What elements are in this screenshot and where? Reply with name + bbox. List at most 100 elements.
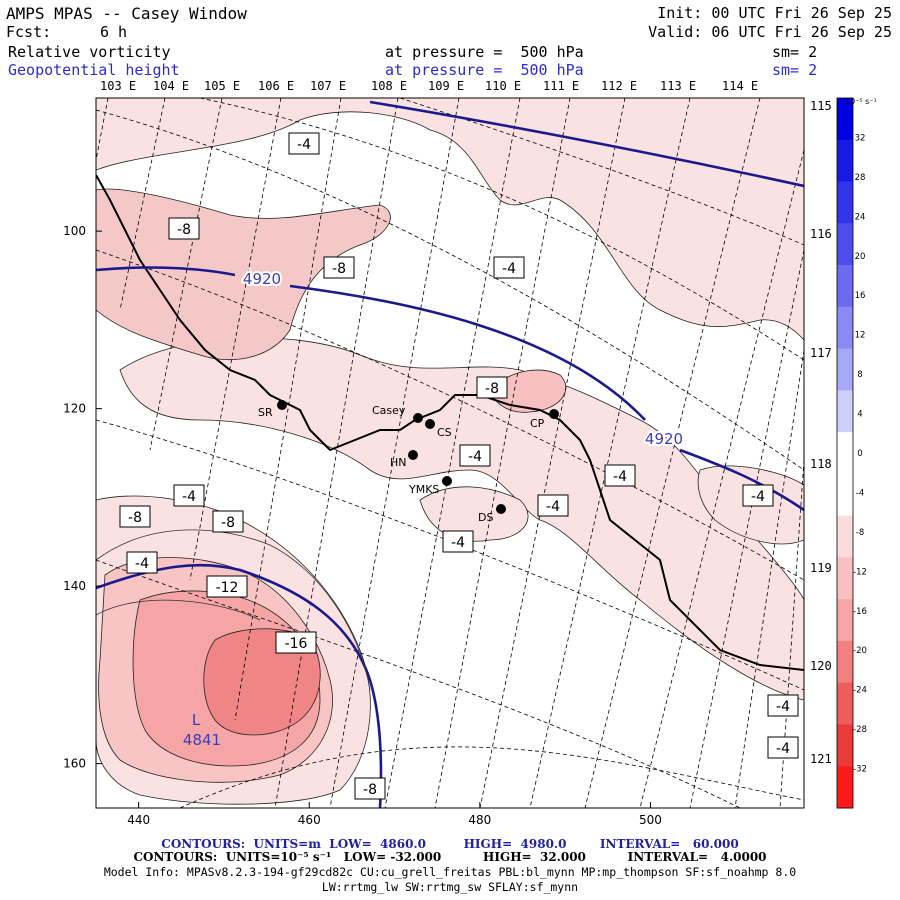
field1-smooth: sm= 2 — [772, 43, 818, 61]
station-dot-sr — [277, 400, 287, 410]
latlon-grid — [96, 98, 804, 808]
vorticity-label-16: -4 — [442, 530, 474, 553]
app-title: AMPS MPAS -- Casey Window — [6, 4, 247, 23]
x-tick-label-1: 460 — [298, 813, 321, 827]
footer-vorticity-contours: CONTOURS: UNITS=10⁻⁵ s⁻¹ LOW= -32.000 HI… — [133, 850, 767, 864]
colorbar-swatch-6 — [837, 348, 853, 391]
vorticity-label-14: -16 — [275, 631, 317, 654]
lon-label-top-11: 114 E — [722, 79, 758, 93]
y-tick-label-3: 160 — [63, 757, 86, 771]
station-label-ds: DS — [478, 511, 493, 524]
valid-time: Valid: 06 UTC Fri 26 Sep 25 — [648, 23, 892, 41]
colorbar-tick-16: -32 — [853, 765, 867, 775]
lon-label-top-7: 110 E — [485, 79, 521, 93]
plot-frame — [95, 97, 805, 809]
station-label-cp: CP — [530, 417, 545, 430]
field2-level: at pressure = 500 hPa — [385, 61, 584, 79]
colorbar-swatch-7 — [837, 390, 853, 433]
svg-text:-4: -4 — [182, 489, 196, 505]
height-contour-4920 — [96, 266, 804, 512]
colorbar-unit: 10⁻⁵ s⁻¹ — [845, 97, 877, 106]
station-label-ymks: YMKS — [408, 483, 439, 496]
forecast-value: 6 h — [100, 23, 128, 41]
svg-text:-12: -12 — [216, 580, 239, 596]
x-tick-label-0: 440 — [127, 813, 150, 827]
field2-smooth: sm= 2 — [772, 61, 818, 79]
y-tick-label-1: 120 — [63, 402, 86, 416]
vort-region-central — [119, 337, 804, 701]
x-axis: 440 460 480 500 — [127, 802, 662, 827]
x-tick-label-3: 500 — [639, 813, 662, 827]
colorbar-tick-4: 16 — [855, 291, 866, 301]
lon-label-top-0: 103 E — [100, 79, 136, 93]
colorbar-tick-14: -24 — [853, 686, 867, 696]
field1-level: at pressure = 500 hPa — [385, 43, 584, 61]
colorbar-swatch-12 — [837, 599, 853, 642]
colorbar-tick-3: 20 — [855, 252, 866, 262]
vort-region-sw-16 — [203, 628, 321, 736]
svg-text:-4: -4 — [502, 261, 516, 277]
vorticity-label-9: -4 — [537, 494, 569, 517]
x-tick-label-2: 480 — [468, 813, 491, 827]
vorticity-label-2: -8 — [323, 256, 355, 279]
svg-text:-4: -4 — [546, 499, 560, 515]
svg-text:-4: -4 — [776, 699, 790, 715]
vorticity-label-4: -8 — [476, 376, 508, 399]
vorticity-label-7: -4 — [604, 464, 636, 487]
colorbar-swatch-11 — [837, 557, 853, 600]
lon-label-top-6: 109 E — [428, 79, 464, 93]
station-label-sr: SR — [258, 406, 273, 419]
height-contour-4920-north — [369, 100, 804, 188]
footer-height-contours: CONTOURS: UNITS=m LOW= 4860.0 HIGH= 4980… — [161, 837, 739, 851]
svg-text:-8: -8 — [128, 510, 142, 526]
svg-text:-4: -4 — [776, 741, 790, 757]
field2-name: Geopotential height — [8, 61, 180, 79]
colorbar-swatch-5 — [837, 306, 853, 350]
vorticity-label-11: -4 — [126, 551, 158, 574]
colorbar-swatch-14 — [837, 682, 853, 725]
colorbar-swatch-3 — [837, 223, 853, 266]
field1-name: Relative vorticity — [8, 43, 171, 61]
station-markers — [277, 400, 559, 514]
vorticity-label-15: -8 — [354, 777, 386, 800]
colorbar-tick-1: 28 — [855, 173, 866, 183]
vorticity-labels: -4 -8 -8 -4 -8 -8 -4 -4 -4 -4 -8 -4 -4 -12 -16 -8 -4 -4 -4 — [119, 132, 799, 800]
colorbar-swatch-8 — [837, 432, 853, 475]
low-center-label: L — [192, 711, 201, 729]
colorbar-swatch-10 — [837, 515, 853, 558]
station-dot-casey — [413, 413, 423, 423]
colorbar-swatch-16 — [837, 766, 853, 809]
station-label-casey: Casey — [372, 404, 406, 417]
vort-region-north — [96, 98, 804, 341]
vorticity-shading — [96, 98, 804, 805]
lon-label-top-1: 104 E — [153, 79, 189, 93]
colorbar-tick-11: -12 — [853, 567, 867, 577]
station-dot-hn — [408, 450, 418, 460]
y-tick-label-0: 100 — [63, 224, 86, 238]
colorbar-frame — [836, 97, 854, 809]
lon-label-top-10: 113 E — [660, 79, 696, 93]
svg-text:-16: -16 — [285, 636, 308, 652]
station-label-hn: HN — [390, 456, 407, 469]
vorticity-label-8: -4 — [742, 484, 774, 507]
colorbar-tick-13: -20 — [853, 646, 867, 656]
vorticity-label-1: -8 — [168, 217, 200, 240]
station-label-cs: CS — [437, 426, 452, 439]
lon-label-top-3: 106 E — [258, 79, 294, 93]
height-label-4920-west: 4920 — [243, 270, 281, 288]
colorbar-swatch-0 — [837, 98, 853, 141]
colorbar: 32 28 24 20 16 12 8 4 0 -4 -8 -12 -16 -20 -24 -28 -32 — [836, 97, 867, 809]
height-contours — [96, 100, 804, 808]
colorbar-tick-7: 4 — [857, 410, 862, 420]
svg-text:-4: -4 — [297, 137, 311, 153]
vorticity-contours — [96, 529, 371, 691]
svg-text:-8: -8 — [332, 261, 346, 277]
height-label-4920-east: 4920 — [645, 430, 683, 448]
footer-model-info: Model Info: MPASv8.2.3-194-gf29cd82c CU:… — [103, 865, 797, 879]
vorticity-label-6: -4 — [173, 484, 205, 507]
svg-text:-4: -4 — [135, 556, 149, 572]
vorticity-label-10: -8 — [212, 510, 244, 533]
colorbar-swatch-13 — [837, 640, 853, 684]
longitude-labels-top: 103 E 104 E 105 E 106 E 107 E 108 E 109 E 110 E… — [100, 79, 758, 93]
